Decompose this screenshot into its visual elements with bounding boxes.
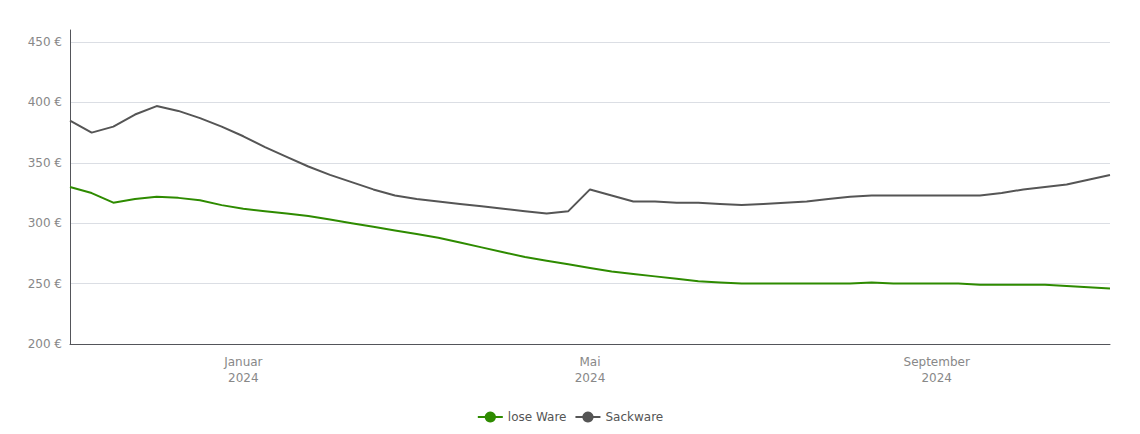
svg-text:300 €: 300 € — [28, 216, 62, 230]
svg-text:September: September — [904, 355, 970, 369]
svg-text:250 €: 250 € — [28, 277, 62, 291]
svg-text:2024: 2024 — [575, 371, 606, 385]
svg-text:Sackware: Sackware — [605, 410, 663, 424]
svg-text:Mai: Mai — [579, 355, 600, 369]
svg-text:2024: 2024 — [228, 371, 259, 385]
svg-text:lose Ware: lose Ware — [508, 410, 567, 424]
svg-text:400 €: 400 € — [28, 95, 62, 109]
svg-text:Januar: Januar — [223, 355, 262, 369]
svg-text:2024: 2024 — [921, 371, 952, 385]
svg-text:200 €: 200 € — [28, 337, 62, 351]
svg-text:350 €: 350 € — [28, 156, 62, 170]
svg-text:450 €: 450 € — [28, 35, 62, 49]
